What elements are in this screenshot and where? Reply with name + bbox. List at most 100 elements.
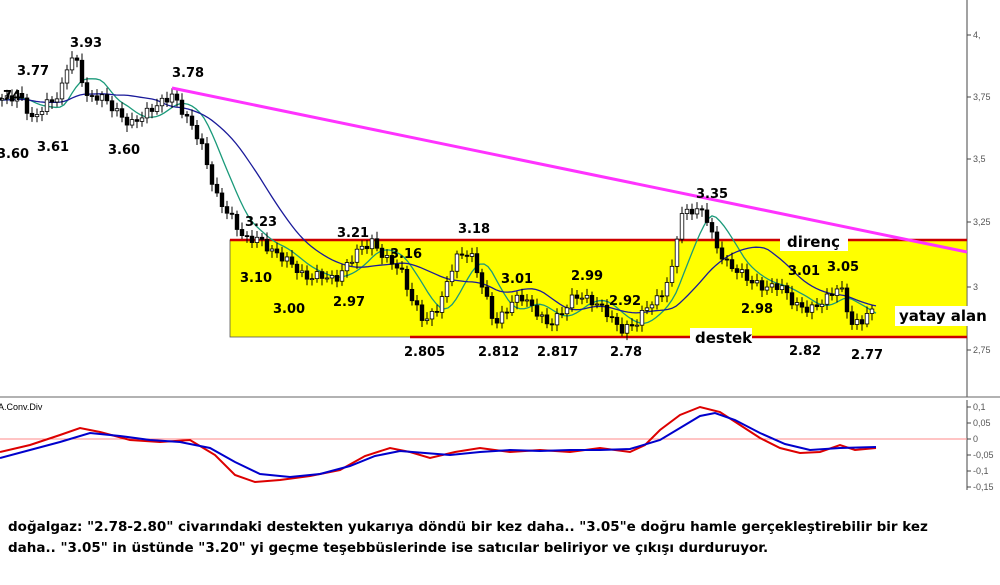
price-label: 3.10: [240, 271, 272, 286]
candle-body: [774, 283, 780, 290]
candle-body: [639, 310, 645, 326]
price-label: 2.817: [537, 345, 578, 360]
candle-body: [794, 302, 800, 306]
candle-body: [94, 95, 100, 101]
candle-body: [139, 117, 145, 122]
candle-body: [384, 255, 390, 258]
price-label: 3.77: [17, 64, 49, 79]
candle-body: [714, 231, 720, 249]
candle-body: [379, 247, 385, 258]
candle-body: [69, 57, 75, 71]
candle-body: [324, 277, 330, 280]
candle-body: [219, 192, 225, 207]
indicator-tick: -0,05: [973, 450, 994, 460]
indicator-tick: 0: [973, 434, 978, 444]
candle-body: [89, 95, 95, 97]
candle-body: [499, 311, 505, 324]
price-labels: 3.93 3.77 .74 3.60 3.61 3.60 3.78 3.23 3…: [0, 36, 883, 363]
price-label: 2.92: [609, 294, 641, 309]
candle-body: [104, 94, 110, 102]
candle-body: [694, 208, 700, 215]
candle-body: [64, 69, 70, 84]
price-label: 3.61: [37, 140, 69, 155]
candle-body: [554, 313, 560, 326]
candle-body: [809, 304, 815, 313]
candle-body: [734, 268, 740, 273]
candle-body: [194, 124, 200, 140]
candle-body: [199, 138, 205, 145]
candle-body: [364, 245, 370, 250]
commentary-line-1: doğalgaz: "2.78-2.80" civarındaki destek…: [8, 519, 928, 535]
candle-body: [309, 278, 315, 281]
candle-body: [579, 297, 585, 300]
candle-body: [544, 314, 550, 325]
price-label: 2.805: [404, 345, 445, 360]
candle-body: [284, 256, 290, 262]
candle-body: [489, 296, 495, 319]
candle-body: [234, 213, 240, 230]
candle-body: [214, 183, 220, 194]
ma-slow-line: [0, 93, 877, 314]
price-label: 3.60: [108, 143, 140, 158]
candle-body: [429, 310, 435, 320]
candle-body: [624, 324, 630, 334]
candle-body: [824, 293, 830, 305]
candle-body: [584, 294, 590, 299]
price-tick: 4,: [973, 30, 981, 40]
candle-body: [264, 239, 270, 252]
price-tick: 2,75: [973, 345, 991, 355]
candle-body: [149, 107, 155, 112]
candle-body: [54, 98, 60, 103]
candle-body: [409, 288, 415, 302]
candle-body: [514, 294, 520, 303]
price-tick: 3,25: [973, 217, 991, 227]
candle-body: [569, 294, 575, 309]
candle-body: [504, 311, 510, 314]
candle-body: [864, 313, 870, 325]
candle-body: [389, 255, 395, 265]
price-label: 3.23: [245, 215, 277, 230]
candle-body: [679, 213, 685, 240]
candle-body: [329, 275, 335, 279]
indicator-name: A.Conv.Div: [0, 402, 43, 412]
candle-body: [439, 296, 445, 313]
candle-body: [599, 303, 605, 306]
candle-body: [29, 112, 35, 118]
candle-body: [659, 295, 665, 298]
candle-body: [319, 271, 325, 279]
candle-body: [799, 302, 805, 308]
candle-body: [684, 208, 690, 214]
resistance-label-bg: [780, 232, 848, 251]
candle-body: [334, 275, 340, 282]
candle-body: [564, 307, 570, 315]
candle-body: [804, 306, 810, 313]
price-tick: 3,75: [973, 92, 991, 102]
candle-body: [34, 114, 40, 118]
candle-body: [134, 119, 140, 122]
candle-body: [594, 303, 600, 306]
price-label: 3.18: [458, 222, 490, 237]
candle-body: [519, 294, 525, 302]
price-label: 2.82: [789, 344, 821, 359]
candle-body: [589, 294, 595, 306]
indicator-main-line: [0, 411, 877, 479]
candle-body: [669, 265, 675, 283]
price-label: 2.97: [333, 295, 365, 310]
candle-body: [314, 271, 320, 280]
range-label-bg: [895, 306, 985, 326]
candle-body: [539, 314, 545, 317]
candle-body: [649, 304, 655, 309]
commentary-line-2: daha.. "3.05" in üstünde "3.20" yi geçme…: [8, 540, 769, 556]
indicator-tick: 0,05: [973, 418, 991, 428]
candle-body: [629, 324, 635, 327]
candle-body: [749, 279, 755, 284]
candle-body: [474, 253, 480, 274]
candle-body: [614, 316, 620, 325]
indicator-tick: -0,15: [973, 482, 994, 492]
candle-body: [399, 267, 405, 270]
candle-body: [119, 108, 125, 118]
candle-body: [719, 247, 725, 260]
candle-body: [709, 222, 715, 233]
support-label: destek: [695, 329, 753, 347]
price-label: 3.01: [788, 264, 820, 279]
